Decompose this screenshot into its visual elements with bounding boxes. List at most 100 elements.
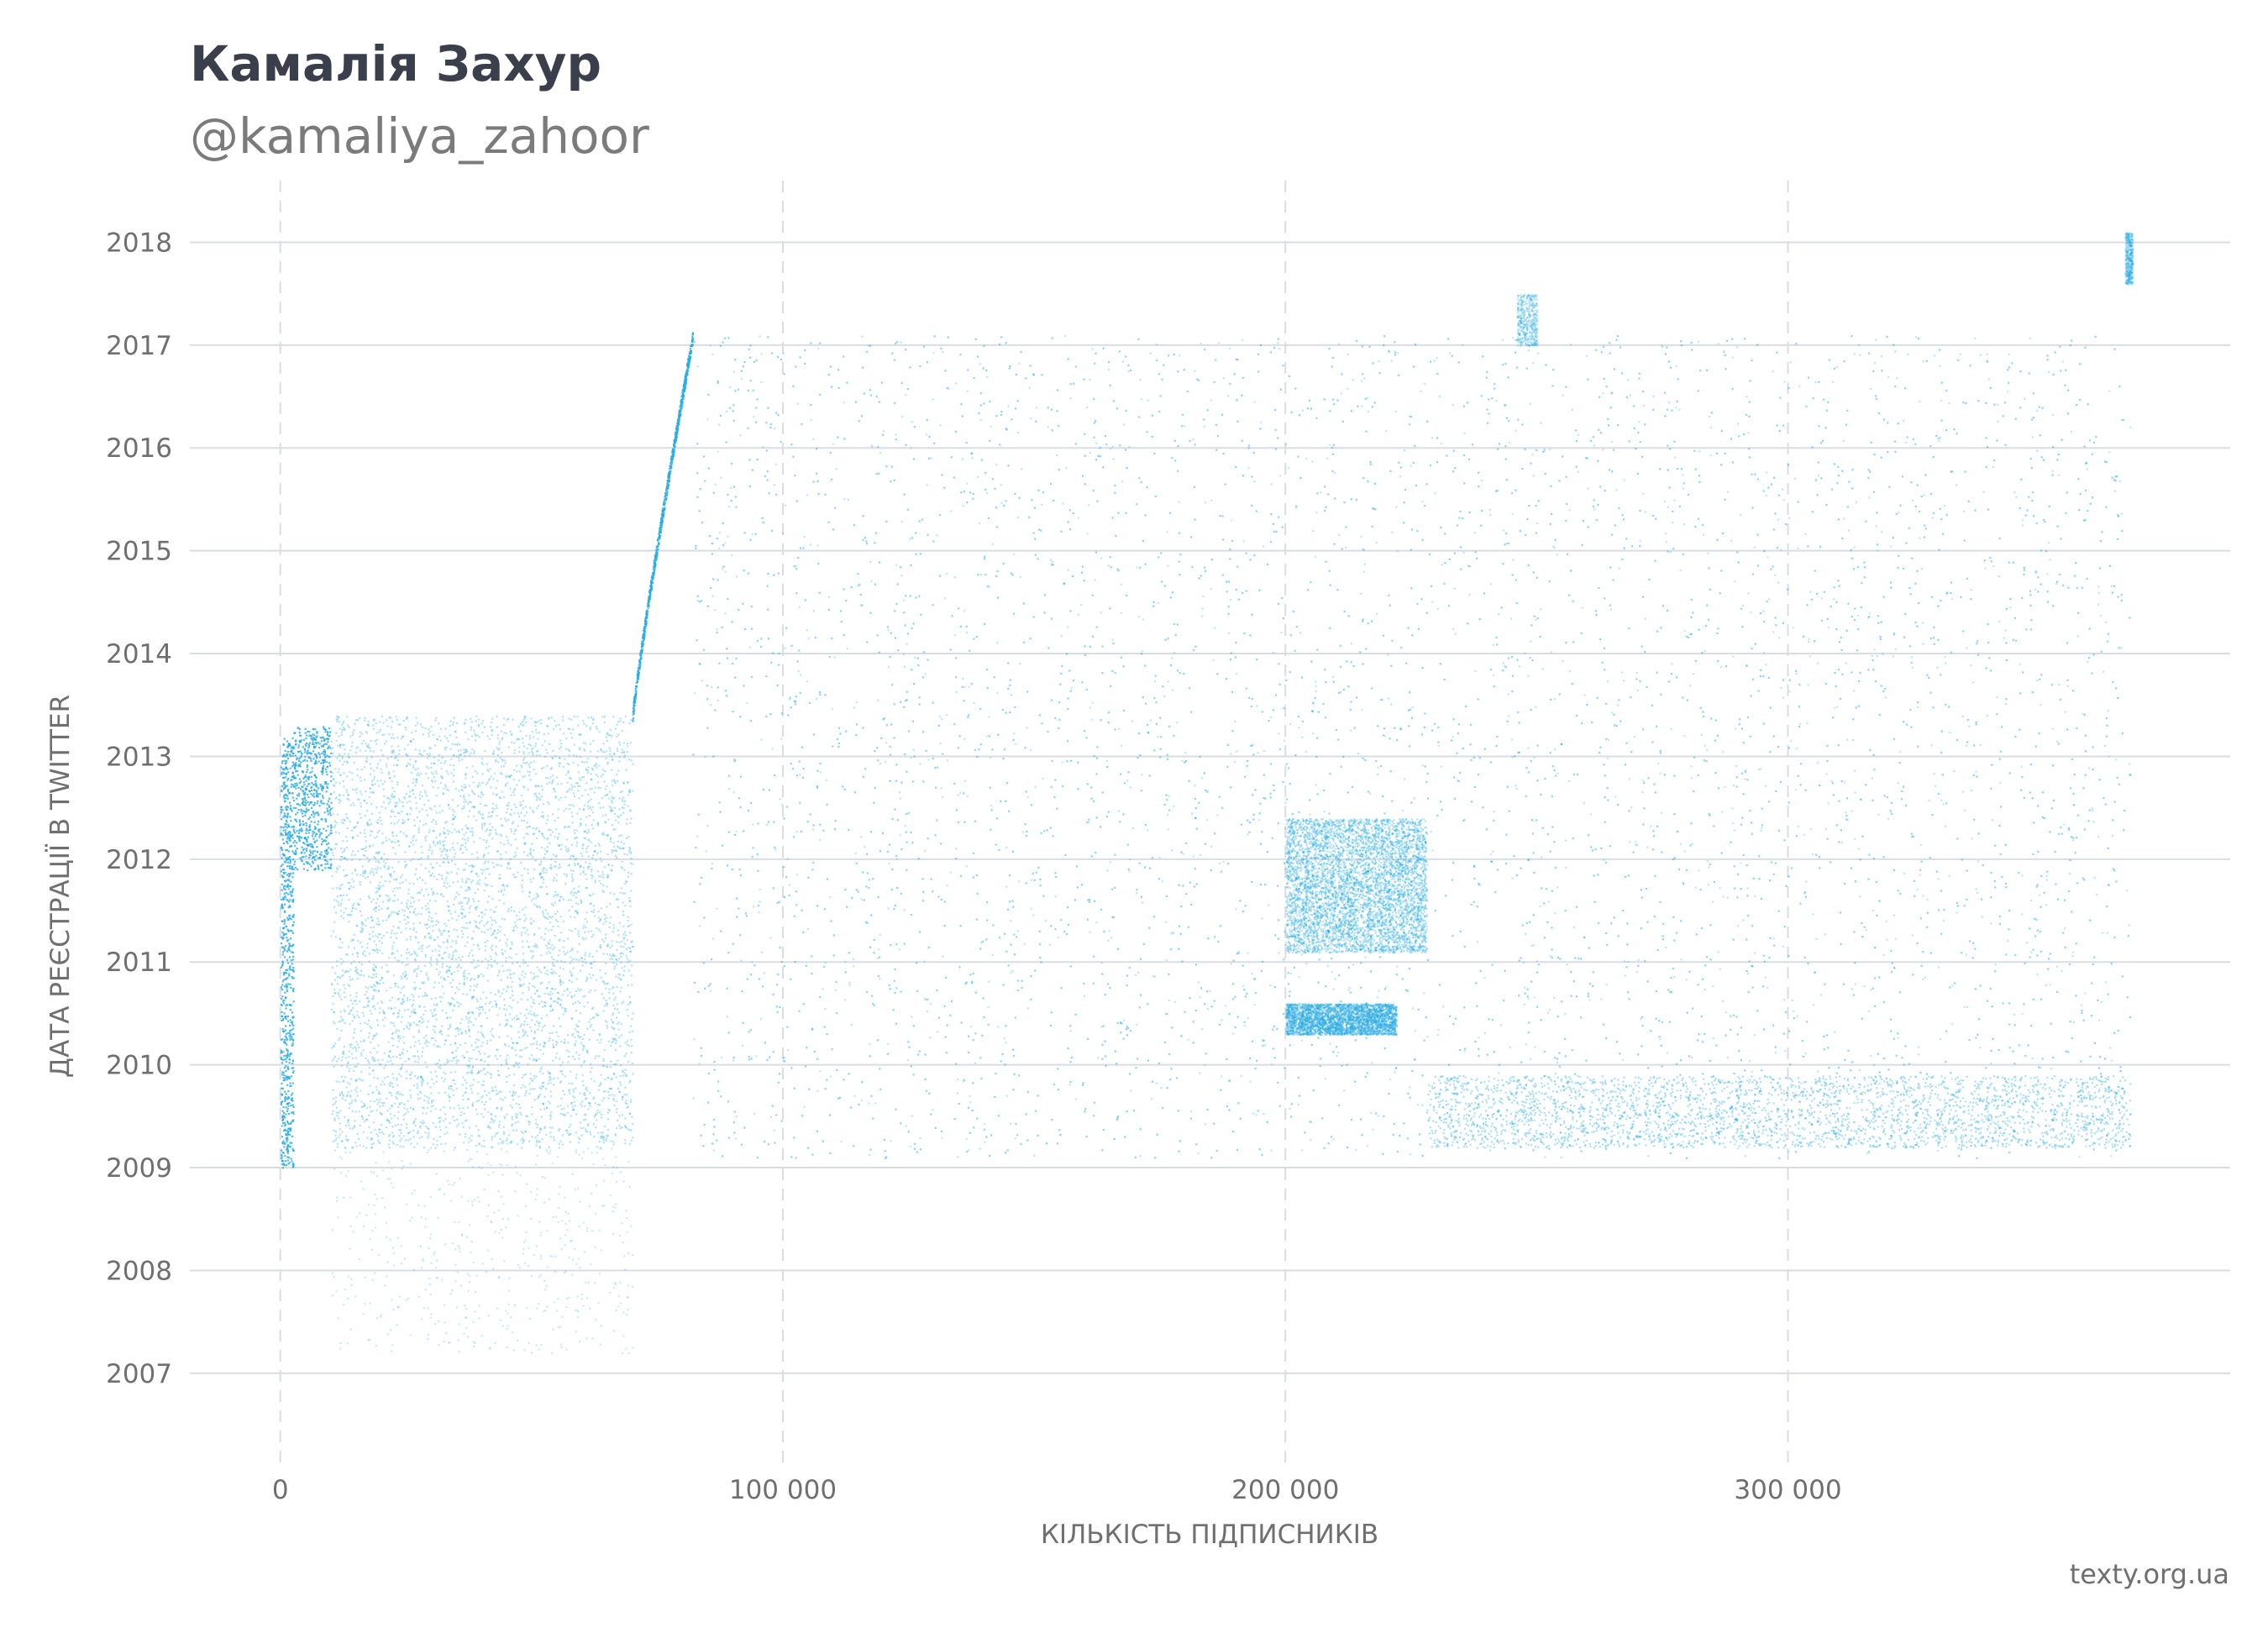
- data-point: [288, 947, 290, 948]
- data-point: [511, 910, 512, 911]
- data-point: [444, 785, 446, 786]
- data-point: [340, 905, 342, 906]
- data-point: [321, 740, 323, 742]
- data-point: [377, 1140, 379, 1142]
- data-point: [491, 1147, 493, 1148]
- data-point: [496, 1014, 498, 1016]
- data-point: [461, 785, 463, 787]
- data-point: [427, 814, 428, 816]
- data-point: [291, 963, 293, 964]
- data-point: [309, 816, 311, 818]
- data-point: [283, 753, 285, 755]
- data-point: [463, 801, 465, 803]
- data-point: [369, 897, 370, 899]
- data-point: [412, 779, 414, 780]
- data-point: [347, 827, 349, 829]
- data-point: [362, 875, 364, 877]
- data-point: [281, 1062, 283, 1063]
- data-point: [312, 741, 314, 743]
- data-point: [365, 869, 366, 871]
- data-point: [407, 905, 408, 906]
- data-point: [463, 795, 465, 796]
- data-point: [572, 1056, 574, 1058]
- data-point: [314, 841, 316, 843]
- data-point: [608, 819, 610, 821]
- data-point: [413, 1136, 415, 1137]
- data-point: [364, 766, 365, 768]
- data-point: [614, 1095, 616, 1096]
- data-point: [460, 1115, 462, 1116]
- data-point: [378, 921, 380, 922]
- data-point: [615, 1063, 617, 1065]
- data-point: [486, 764, 488, 765]
- data-point: [382, 783, 384, 785]
- data-point: [506, 942, 507, 944]
- data-point: [592, 806, 594, 808]
- data-point: [606, 750, 607, 752]
- data-point: [506, 944, 507, 946]
- data-point: [576, 842, 578, 843]
- data-point: [297, 836, 298, 837]
- data-point: [496, 716, 498, 717]
- data-point: [355, 1050, 357, 1052]
- data-point: [386, 1119, 388, 1121]
- data-point: [368, 976, 370, 978]
- data-point: [557, 911, 559, 912]
- data-point: [453, 954, 454, 956]
- data-point: [341, 1140, 343, 1142]
- data-point: [291, 1017, 293, 1019]
- data-point: [309, 829, 311, 831]
- data-point: [619, 1075, 621, 1077]
- data-point: [513, 769, 515, 771]
- data-point: [536, 1021, 538, 1022]
- data-point: [584, 1105, 585, 1107]
- data-point: [444, 885, 445, 887]
- data-point: [375, 1086, 377, 1088]
- data-point: [528, 826, 529, 827]
- data-point: [428, 911, 429, 913]
- data-point: [308, 832, 310, 834]
- data-point: [514, 790, 516, 791]
- data-point: [443, 861, 444, 863]
- data-point: [622, 1099, 623, 1100]
- data-point: [286, 1093, 287, 1095]
- data-point: [516, 1019, 517, 1021]
- data-point: [507, 1114, 508, 1116]
- data-point: [477, 785, 479, 786]
- data-point: [606, 1025, 608, 1026]
- data-point: [308, 857, 310, 858]
- data-point: [525, 1090, 527, 1092]
- data-point: [582, 1074, 584, 1076]
- data-point: [498, 1142, 500, 1144]
- data-point: [290, 860, 291, 862]
- data-point: [340, 902, 342, 904]
- data-point: [624, 1055, 626, 1057]
- data-point: [292, 753, 294, 754]
- data-point: [396, 802, 398, 804]
- data-point: [374, 1100, 375, 1102]
- data-point: [467, 837, 469, 839]
- data-point: [580, 1042, 582, 1044]
- data-point: [352, 979, 354, 980]
- data-point: [501, 890, 502, 891]
- data-point: [381, 772, 383, 774]
- data-point: [428, 979, 429, 980]
- data-point: [341, 758, 343, 759]
- data-point: [341, 856, 343, 858]
- data-point: [627, 794, 629, 795]
- data-point: [370, 1052, 371, 1053]
- data-point: [333, 1021, 334, 1022]
- data-point: [566, 875, 568, 877]
- data-point: [333, 826, 335, 827]
- data-point: [428, 908, 429, 910]
- data-point: [281, 1057, 282, 1058]
- data-point: [394, 888, 396, 890]
- data-point: [534, 725, 536, 727]
- data-point: [630, 890, 632, 891]
- data-point: [559, 967, 561, 969]
- data-point: [292, 967, 294, 969]
- data-point: [413, 1045, 415, 1047]
- data-point: [301, 739, 302, 741]
- data-point: [464, 979, 465, 980]
- data-point: [535, 785, 537, 787]
